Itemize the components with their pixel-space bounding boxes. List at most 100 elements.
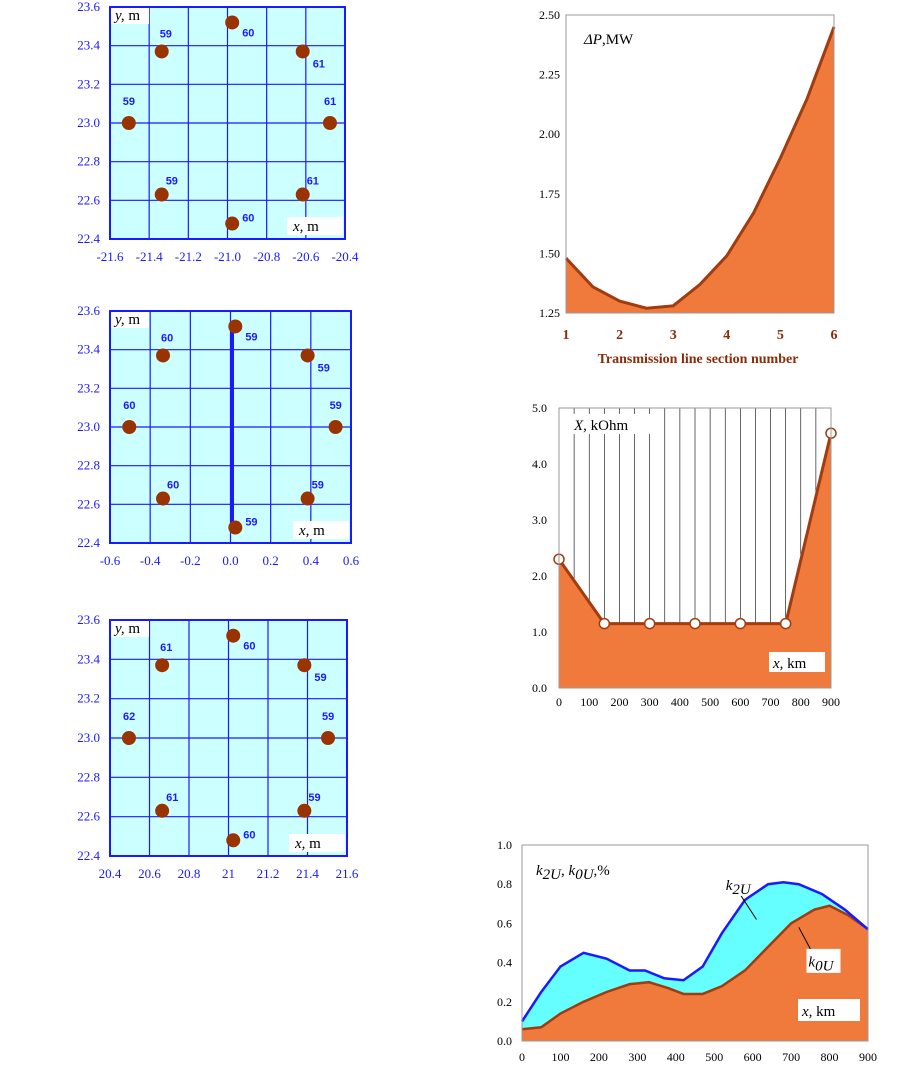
chart-title: X, kOhm [573, 418, 629, 434]
dp-chart: 2.50 2.25 2.00 1.75 1.50 1.251 2 3 4 5 6 ΔP,MW Trans… [539, 8, 838, 367]
conductor-dot [154, 44, 169, 59]
conductor-label: 59 [123, 96, 135, 108]
x-tick-label: 0.6 [343, 553, 360, 568]
y-tick-label: 0.2 [497, 995, 512, 1009]
x-tick-label: 3 [670, 328, 677, 343]
dp-area [566, 26, 834, 313]
x-tick-label: 800 [792, 695, 810, 709]
xlabel-bg [769, 652, 825, 672]
y-tick-label: 23.4 [77, 342, 100, 357]
x-tick-label: 20.4 [99, 866, 122, 881]
ylabel-bg [111, 8, 149, 24]
x-tick-label: -0.6 [100, 553, 121, 568]
conductor-label: 59 [330, 400, 342, 412]
x-tick-label: 20.6 [138, 866, 161, 881]
x-tick-label: -21.6 [96, 249, 124, 264]
data-point [779, 617, 792, 630]
y-tick-label: 1.75 [539, 187, 560, 201]
conductor-dot [295, 187, 310, 202]
cond3-panel: 23.6 23.4 23.2 23.0 22.8 22.6 22.4 20.4 20.6 20.8… [77, 612, 359, 881]
x-tick-label: 4 [723, 328, 730, 343]
conductor-dot [295, 44, 310, 59]
x-tick-label: 600 [731, 695, 749, 709]
data-point [689, 617, 701, 630]
xlabel-bg [798, 999, 860, 1021]
x-axis-label: x, km [801, 1004, 836, 1020]
y-tick-label: 2.0 [532, 569, 547, 583]
x-tick-label: 500 [701, 695, 719, 709]
conductor-label: 60 [242, 27, 254, 39]
x-axis-label: x, km [772, 656, 807, 672]
x-axis-label: Transmission line section number [598, 352, 799, 367]
x-tick-label: -20.6 [292, 249, 320, 264]
y-tick-label: 2.25 [539, 68, 560, 82]
conductor-dot [225, 15, 240, 30]
plot-frame [558, 407, 832, 689]
x-tick-label: 300 [628, 1050, 646, 1064]
xlabel-bg [289, 834, 345, 852]
x-tick-label: 500 [705, 1050, 723, 1064]
k0u-area [522, 905, 868, 1041]
x-tick-label: 0 [519, 1050, 525, 1064]
x-tick-label: 1 [563, 328, 570, 343]
y-axis-label: y, m [113, 312, 140, 328]
y-tick-label: 0.8 [497, 877, 512, 891]
y-tick-label: 5.0 [532, 401, 547, 415]
y-tick-label: 22.4 [77, 535, 100, 550]
plot-frame [521, 844, 869, 1042]
conductor-dot [155, 658, 170, 673]
conductor-dot [228, 319, 243, 334]
conductor-dot [228, 520, 243, 535]
y-tick-label: 23.6 [77, 303, 100, 318]
x-tick-label: 5 [777, 328, 784, 343]
x-axis-label: x, m [294, 836, 321, 852]
x-tick-label: 100 [551, 1050, 569, 1064]
y-tick-label: 0.0 [532, 681, 547, 695]
y-tick-label: 22.6 [77, 809, 100, 824]
conductor-label: 61 [307, 176, 319, 188]
k2u-label: k2U [726, 878, 752, 898]
conductor-dot [328, 420, 343, 434]
xlabel-bg [287, 217, 343, 235]
y-tick-label: 0.0 [497, 1034, 512, 1048]
plot-frame [565, 14, 835, 314]
conductor-dot [225, 216, 240, 231]
k0u-line [521, 904, 869, 1031]
x-tick-label: -20.4 [331, 249, 359, 264]
title-bg [571, 414, 659, 434]
chart-title: ΔP,MW [583, 32, 634, 48]
conductor-dot [226, 833, 241, 848]
y-tick-label: 0.4 [497, 956, 512, 970]
y-tick-label: 22.4 [77, 848, 100, 863]
conductor-label: 59 [314, 672, 326, 684]
conductor-label: 61 [313, 58, 325, 70]
x-tick-label: 400 [667, 1050, 685, 1064]
x-tick-label: 400 [671, 695, 689, 709]
x-tick-label: 300 [641, 695, 659, 709]
conductor-label: 59 [160, 28, 172, 40]
y-tick-label: 22.8 [77, 458, 100, 473]
conductor-label: 59 [308, 792, 320, 804]
y-axis-label: y, m [113, 621, 140, 637]
conductor-dot [156, 348, 171, 363]
conductor-label: 60 [243, 641, 255, 653]
y-tick-label: 22.8 [77, 769, 100, 784]
conductor-label: 59 [245, 517, 257, 529]
x-tick-label: 6 [831, 328, 838, 343]
x-tick-label: 0 [556, 695, 562, 709]
x-tick-label: 700 [782, 1050, 800, 1064]
y-tick-label: 23.6 [77, 0, 100, 14]
x-tick-label: 200 [590, 1050, 608, 1064]
xlabel-bg [293, 521, 349, 539]
cond1-panel: 23.6 23.4 23.2 23.0 22.8 22.6 22.4 -21.6 -21.4 -2… [77, 0, 359, 264]
y-tick-label: 23.0 [77, 730, 100, 745]
k0u-label: k0U [808, 955, 834, 975]
conductor-dot [300, 348, 315, 363]
x-tick-label: -21.2 [175, 249, 202, 264]
conductor-dot [121, 731, 136, 745]
conductor-label: 59 [312, 480, 324, 492]
x-axis-label: x, m [298, 523, 325, 539]
y-tick-label: 22.6 [77, 192, 100, 207]
x-tick-label: 100 [580, 695, 598, 709]
conductor-label: 61 [160, 642, 172, 654]
